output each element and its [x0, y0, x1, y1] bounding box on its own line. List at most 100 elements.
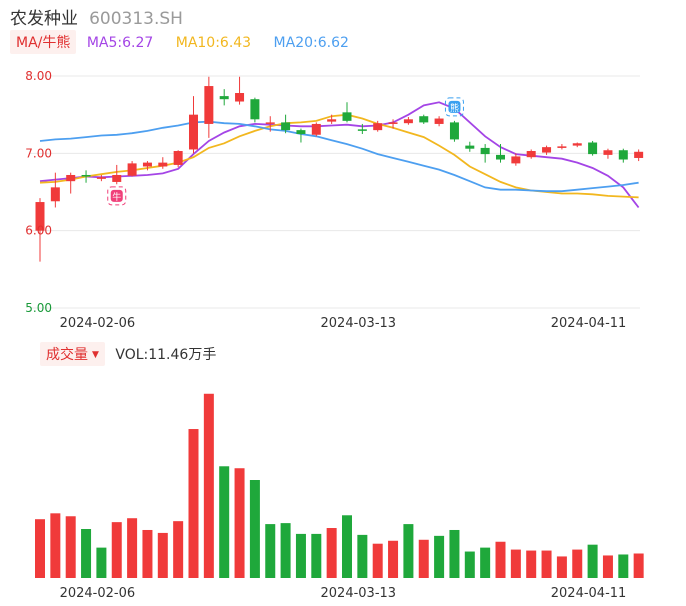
- volume-bars: [35, 393, 644, 578]
- marker-badge: [110, 189, 123, 202]
- candle: [618, 148, 628, 163]
- candle-body: [526, 151, 536, 158]
- candle: [189, 96, 198, 154]
- ma-legend: MA/牛熊 MA5:6.27 MA10:6.43 MA20:6.62: [10, 30, 367, 54]
- candle: [342, 102, 352, 123]
- candle: [634, 149, 644, 162]
- candle: [158, 157, 168, 169]
- candle-body: [618, 150, 628, 160]
- candle-body: [81, 174, 91, 177]
- x-tick-label: 2024-04-11: [551, 316, 627, 331]
- marker-label: 熊: [450, 102, 459, 114]
- candle-body: [204, 86, 214, 124]
- volume-bar: [96, 547, 107, 578]
- candle: [480, 144, 490, 163]
- volume-bar: [188, 429, 199, 578]
- candle-body: [173, 151, 183, 165]
- volume-bar: [372, 543, 383, 578]
- candle: [449, 120, 459, 142]
- candle: [250, 97, 260, 123]
- volume-bar: [219, 466, 230, 578]
- stock-header: 农发种业 600313.SH: [10, 4, 183, 29]
- candle-body: [50, 187, 60, 202]
- ma-line-ma20: [39, 120, 639, 193]
- candle-body: [603, 150, 613, 155]
- ma10-legend: MA10:6.43: [175, 35, 252, 51]
- candle-body: [403, 119, 413, 124]
- ma-line-ma5: [39, 101, 640, 209]
- candle-body: [219, 96, 229, 100]
- volume-selector-button[interactable]: 成交量 ▼: [40, 342, 105, 366]
- volume-bar: [495, 541, 506, 578]
- candle: [572, 142, 582, 148]
- volume-bar: [572, 549, 583, 578]
- candle-body: [158, 162, 168, 167]
- ma-selector-button[interactable]: MA/牛熊: [10, 30, 77, 54]
- volume-bar: [618, 554, 629, 578]
- x-tick-label: 2024-03-13: [321, 586, 397, 601]
- candle: [603, 148, 613, 159]
- candle: [204, 76, 214, 138]
- candle-body: [449, 122, 459, 140]
- volume-bar: [81, 529, 92, 578]
- candle: [496, 144, 505, 163]
- volume-bar: [403, 524, 414, 578]
- candle: [35, 198, 45, 262]
- candle: [311, 122, 321, 137]
- volume-bar: [157, 532, 168, 578]
- volume-bar: [556, 556, 567, 578]
- candle: [419, 114, 429, 124]
- candle: [265, 116, 275, 132]
- candle: [465, 141, 475, 152]
- volume-bar: [418, 539, 429, 578]
- volume-bar: [249, 480, 260, 578]
- candle-body: [342, 112, 352, 121]
- marker-frame: [107, 186, 127, 206]
- price-grid: [30, 75, 640, 309]
- volume-bar: [326, 528, 337, 578]
- candle: [219, 89, 229, 106]
- volume-bar: [434, 535, 445, 578]
- volume-value: VOL:11.46万手: [115, 347, 217, 363]
- candle-body: [296, 130, 306, 134]
- volume-bar: [35, 519, 45, 578]
- candle-body: [281, 122, 291, 131]
- candle: [66, 172, 76, 194]
- volume-bar: [173, 521, 184, 578]
- candle-body: [66, 174, 76, 182]
- candle: [127, 161, 137, 177]
- candle-body: [557, 146, 567, 148]
- volume-bar: [357, 534, 368, 578]
- y-tick-label: 6.00: [25, 224, 52, 238]
- candle-body: [542, 147, 552, 153]
- candle-body: [373, 123, 383, 131]
- candle: [173, 150, 183, 168]
- candle: [235, 76, 245, 105]
- candlesticks: [35, 76, 644, 262]
- candle: [142, 161, 152, 171]
- volume-bar: [280, 523, 291, 578]
- volume-bar: [526, 550, 537, 578]
- volume-bar: [203, 393, 214, 578]
- volume-bar: [449, 529, 460, 578]
- candle-body: [572, 143, 582, 146]
- candle: [50, 172, 60, 208]
- candle-body: [480, 147, 490, 155]
- candle-body: [419, 116, 429, 123]
- y-tick-label: 7.00: [25, 146, 52, 160]
- dropdown-arrow-icon: ▼: [92, 350, 99, 360]
- candle: [526, 149, 536, 159]
- volume-bar: [234, 468, 245, 578]
- candle-body: [127, 163, 137, 176]
- y-tick-label: 5.00: [25, 301, 52, 315]
- volume-bar: [587, 544, 598, 578]
- candle-body: [250, 99, 260, 120]
- candle: [296, 128, 306, 143]
- candle: [557, 144, 567, 150]
- candle-body: [511, 156, 521, 164]
- volume-bar: [295, 533, 306, 578]
- ma-selector-label: MA/牛熊: [16, 35, 71, 51]
- volume-bar: [464, 551, 475, 578]
- candle-body: [634, 151, 644, 158]
